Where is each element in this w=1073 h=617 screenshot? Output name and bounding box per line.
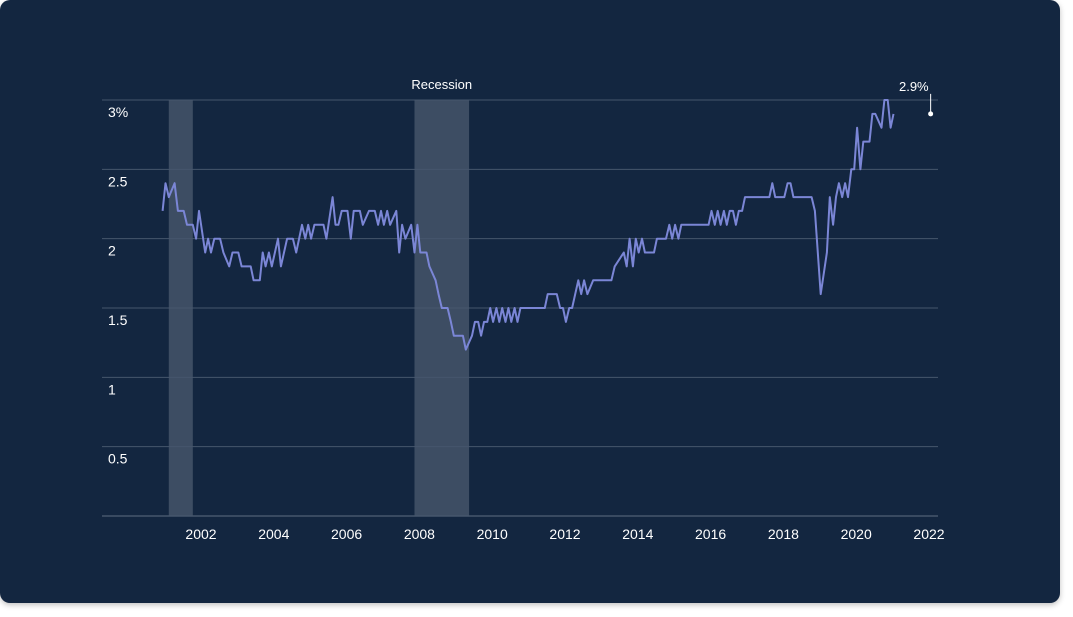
y-tick-label: 1.5 [108, 312, 128, 328]
y-tick-label: 2.5 [108, 173, 128, 189]
x-tick-label: 2010 [477, 526, 508, 542]
x-tick-label: 2014 [622, 526, 653, 542]
x-tick-label: 2004 [258, 526, 289, 542]
annotation-label: 2.9% [899, 79, 929, 94]
last-point-marker [928, 111, 934, 117]
x-tick-label: 2012 [549, 526, 580, 542]
x-tick-label: 2022 [913, 526, 944, 542]
series-line [161, 99, 895, 351]
y-axis-ticks: 0.5 1 1.5 2 2.5 3% [108, 104, 128, 467]
recession-label: Recession [411, 77, 472, 92]
y-tick-label: 2 [108, 243, 116, 259]
x-axis-ticks: 2002 2004 2006 2008 2010 2012 2014 2016 2018 2020… [185, 526, 944, 542]
last-value-annotation: 2.9% [899, 79, 934, 117]
x-tick-label: 2018 [768, 526, 799, 542]
y-tick-label: 3% [108, 104, 128, 120]
y-tick-label: 0.5 [108, 451, 128, 467]
x-tick-label: 2020 [841, 526, 872, 542]
x-tick-label: 2002 [185, 526, 216, 542]
x-tick-label: 2006 [331, 526, 362, 542]
gridlines [102, 99, 938, 448]
x-tick-label: 2008 [404, 526, 435, 542]
recession-bands: Recession [168, 77, 472, 516]
x-tick-label: 2016 [695, 526, 726, 542]
y-tick-label: 1 [108, 381, 116, 397]
